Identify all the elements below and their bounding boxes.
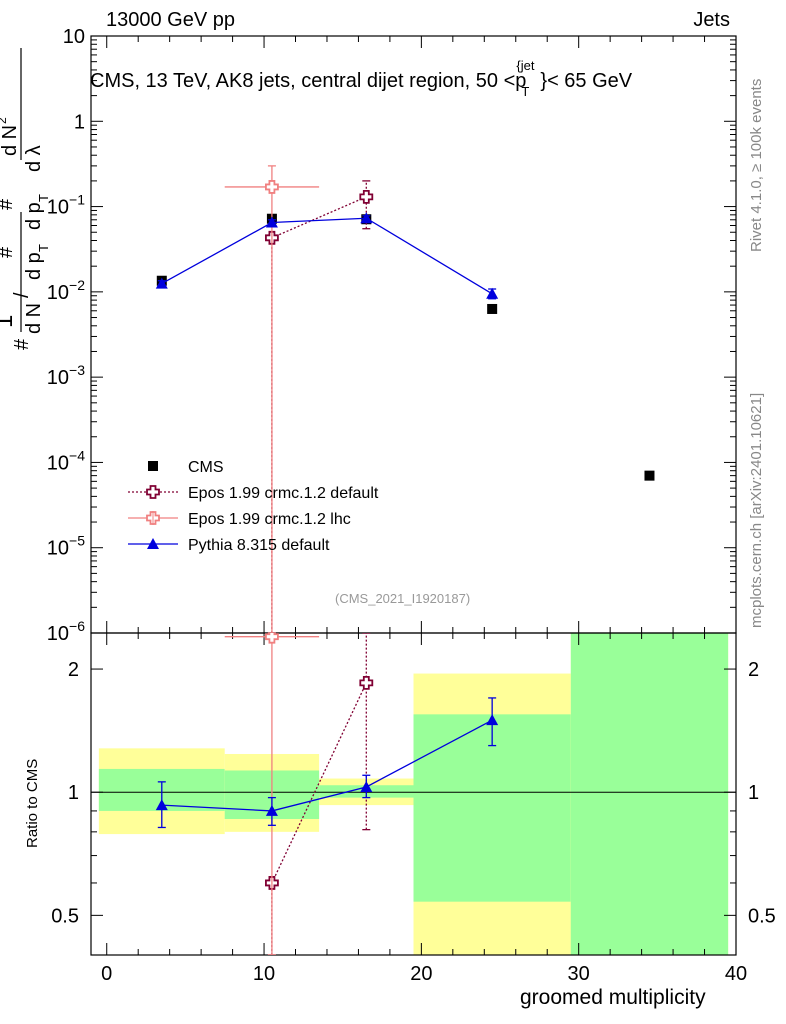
y-tick-label: 10−5 xyxy=(47,533,85,560)
main-y-axis-label: #1d N/d pT#d pT#d N2d λ xyxy=(0,48,51,350)
y-label-glyph: # xyxy=(0,246,17,258)
x-tick-label: 20 xyxy=(410,963,432,985)
category-label: Jets xyxy=(693,9,730,31)
legend-label-1: Epos 1.99 crmc.1.2 default xyxy=(188,485,379,502)
subtitle-subscript: T xyxy=(521,84,530,99)
y-tick-label: 10−1 xyxy=(47,192,85,219)
series-3 xyxy=(155,212,499,300)
y-label-glyph: # xyxy=(11,338,33,350)
y-label-glyph: # xyxy=(0,198,17,210)
y-tick-label: 10−3 xyxy=(47,362,85,389)
ratio-series-1 xyxy=(224,633,320,955)
ratio-y-tick-label: 0.5 xyxy=(51,905,79,927)
analysis-tag: (CMS_2021_I1920187) xyxy=(335,591,471,606)
rivet-version-label: Rivet 4.1.0, ≥ 100k events xyxy=(748,78,765,252)
legend-label-0: CMS xyxy=(188,459,224,476)
y-tick-label: 10−2 xyxy=(47,277,85,304)
ratio-data-point xyxy=(265,633,279,644)
data-point xyxy=(359,189,374,204)
legend-marker-cms xyxy=(148,461,158,471)
ratio-series-line-2 xyxy=(161,719,493,812)
y-label-glyph: T xyxy=(36,194,51,202)
y-label-glyph: T xyxy=(36,244,51,252)
legend-marker-3 xyxy=(147,538,159,549)
plot-subtitle: CMS, 13 TeV, AK8 jets, central dijet reg… xyxy=(90,58,633,99)
ratio-y-tick-label: 1 xyxy=(68,782,79,804)
band-outer-low-3 xyxy=(413,901,571,955)
ratio-data-point xyxy=(359,676,374,690)
ratio-plot-series xyxy=(155,633,499,955)
legend-label-2: Epos 1.99 crmc.1.2 lhc xyxy=(188,511,351,528)
ratio-data-point xyxy=(155,799,168,811)
subtitle-main: CMS, 13 TeV, AK8 jets, central dijet reg… xyxy=(90,70,527,92)
ratio-axes-box xyxy=(90,632,737,956)
mcplots-label: mcplots.cern.ch [arXiv:2401.10621] xyxy=(748,392,765,628)
data-point xyxy=(487,303,498,314)
ratio-y-tick-label-right: 2 xyxy=(748,659,759,681)
legend-marker-1 xyxy=(146,485,160,499)
y-label-glyph: 1 xyxy=(0,315,18,328)
ratio-y-tick-label-right: 0.5 xyxy=(748,905,776,927)
legend-label-3: Pythia 8.315 default xyxy=(188,537,330,554)
ratio-uncertainty-bands xyxy=(98,633,729,955)
ratio-data-point xyxy=(360,780,373,792)
ratio-data-point xyxy=(486,714,499,726)
series-0 xyxy=(156,213,655,481)
x-axis-label: groomed multiplicity xyxy=(520,986,706,1009)
y-tick-label: 1 xyxy=(74,111,85,133)
ratio-series-2 xyxy=(155,697,499,829)
y-label-glyph: d p xyxy=(23,252,45,280)
subtitle-end: }< 65 GeV xyxy=(540,70,633,92)
ratio-data-point xyxy=(265,804,278,816)
y-label-glyph: d p xyxy=(23,202,45,230)
ratio-y-tick-label: 2 xyxy=(68,659,79,681)
y-label-glyph: 2 xyxy=(0,117,9,124)
x-tick-label: 10 xyxy=(253,963,275,985)
band-inner-4 xyxy=(570,633,729,955)
data-point xyxy=(155,277,168,289)
beam-label: 13000 GeV pp xyxy=(106,9,235,31)
series-2 xyxy=(224,165,320,633)
main-plot-series xyxy=(155,165,655,633)
data-point xyxy=(265,216,278,228)
ratio-series-line-0 xyxy=(271,682,367,884)
ratio-plot-frame xyxy=(90,632,737,956)
x-tick-label: 40 xyxy=(725,963,747,985)
y-label-glyph: / xyxy=(11,292,33,298)
ratio-y-tick-label-right: 1 xyxy=(748,782,759,804)
series-1 xyxy=(265,180,374,633)
series-line-1 xyxy=(271,196,367,239)
y-label-glyph: d λ xyxy=(23,145,45,172)
data-point xyxy=(360,212,373,224)
data-point xyxy=(486,287,499,299)
y-tick-label: 10−4 xyxy=(47,447,85,474)
x-tick-label: 30 xyxy=(568,963,590,985)
data-point xyxy=(644,470,655,481)
y-label-glyph: d N xyxy=(23,303,45,334)
ratio-y-axis-label: Ratio to CMS xyxy=(24,758,41,848)
series-line-3 xyxy=(161,217,493,295)
y-label-glyph: d N xyxy=(0,125,21,156)
x-tick-label: 0 xyxy=(101,963,112,985)
subtitle-superscript: {jet xyxy=(516,58,535,73)
y-tick-label: 10 xyxy=(63,26,85,48)
data-point xyxy=(265,180,279,194)
legend: CMS Epos 1.99 crmc.1.2 default Epos 1.99 c… xyxy=(128,459,379,554)
y-tick-label: 10−6 xyxy=(47,618,85,645)
